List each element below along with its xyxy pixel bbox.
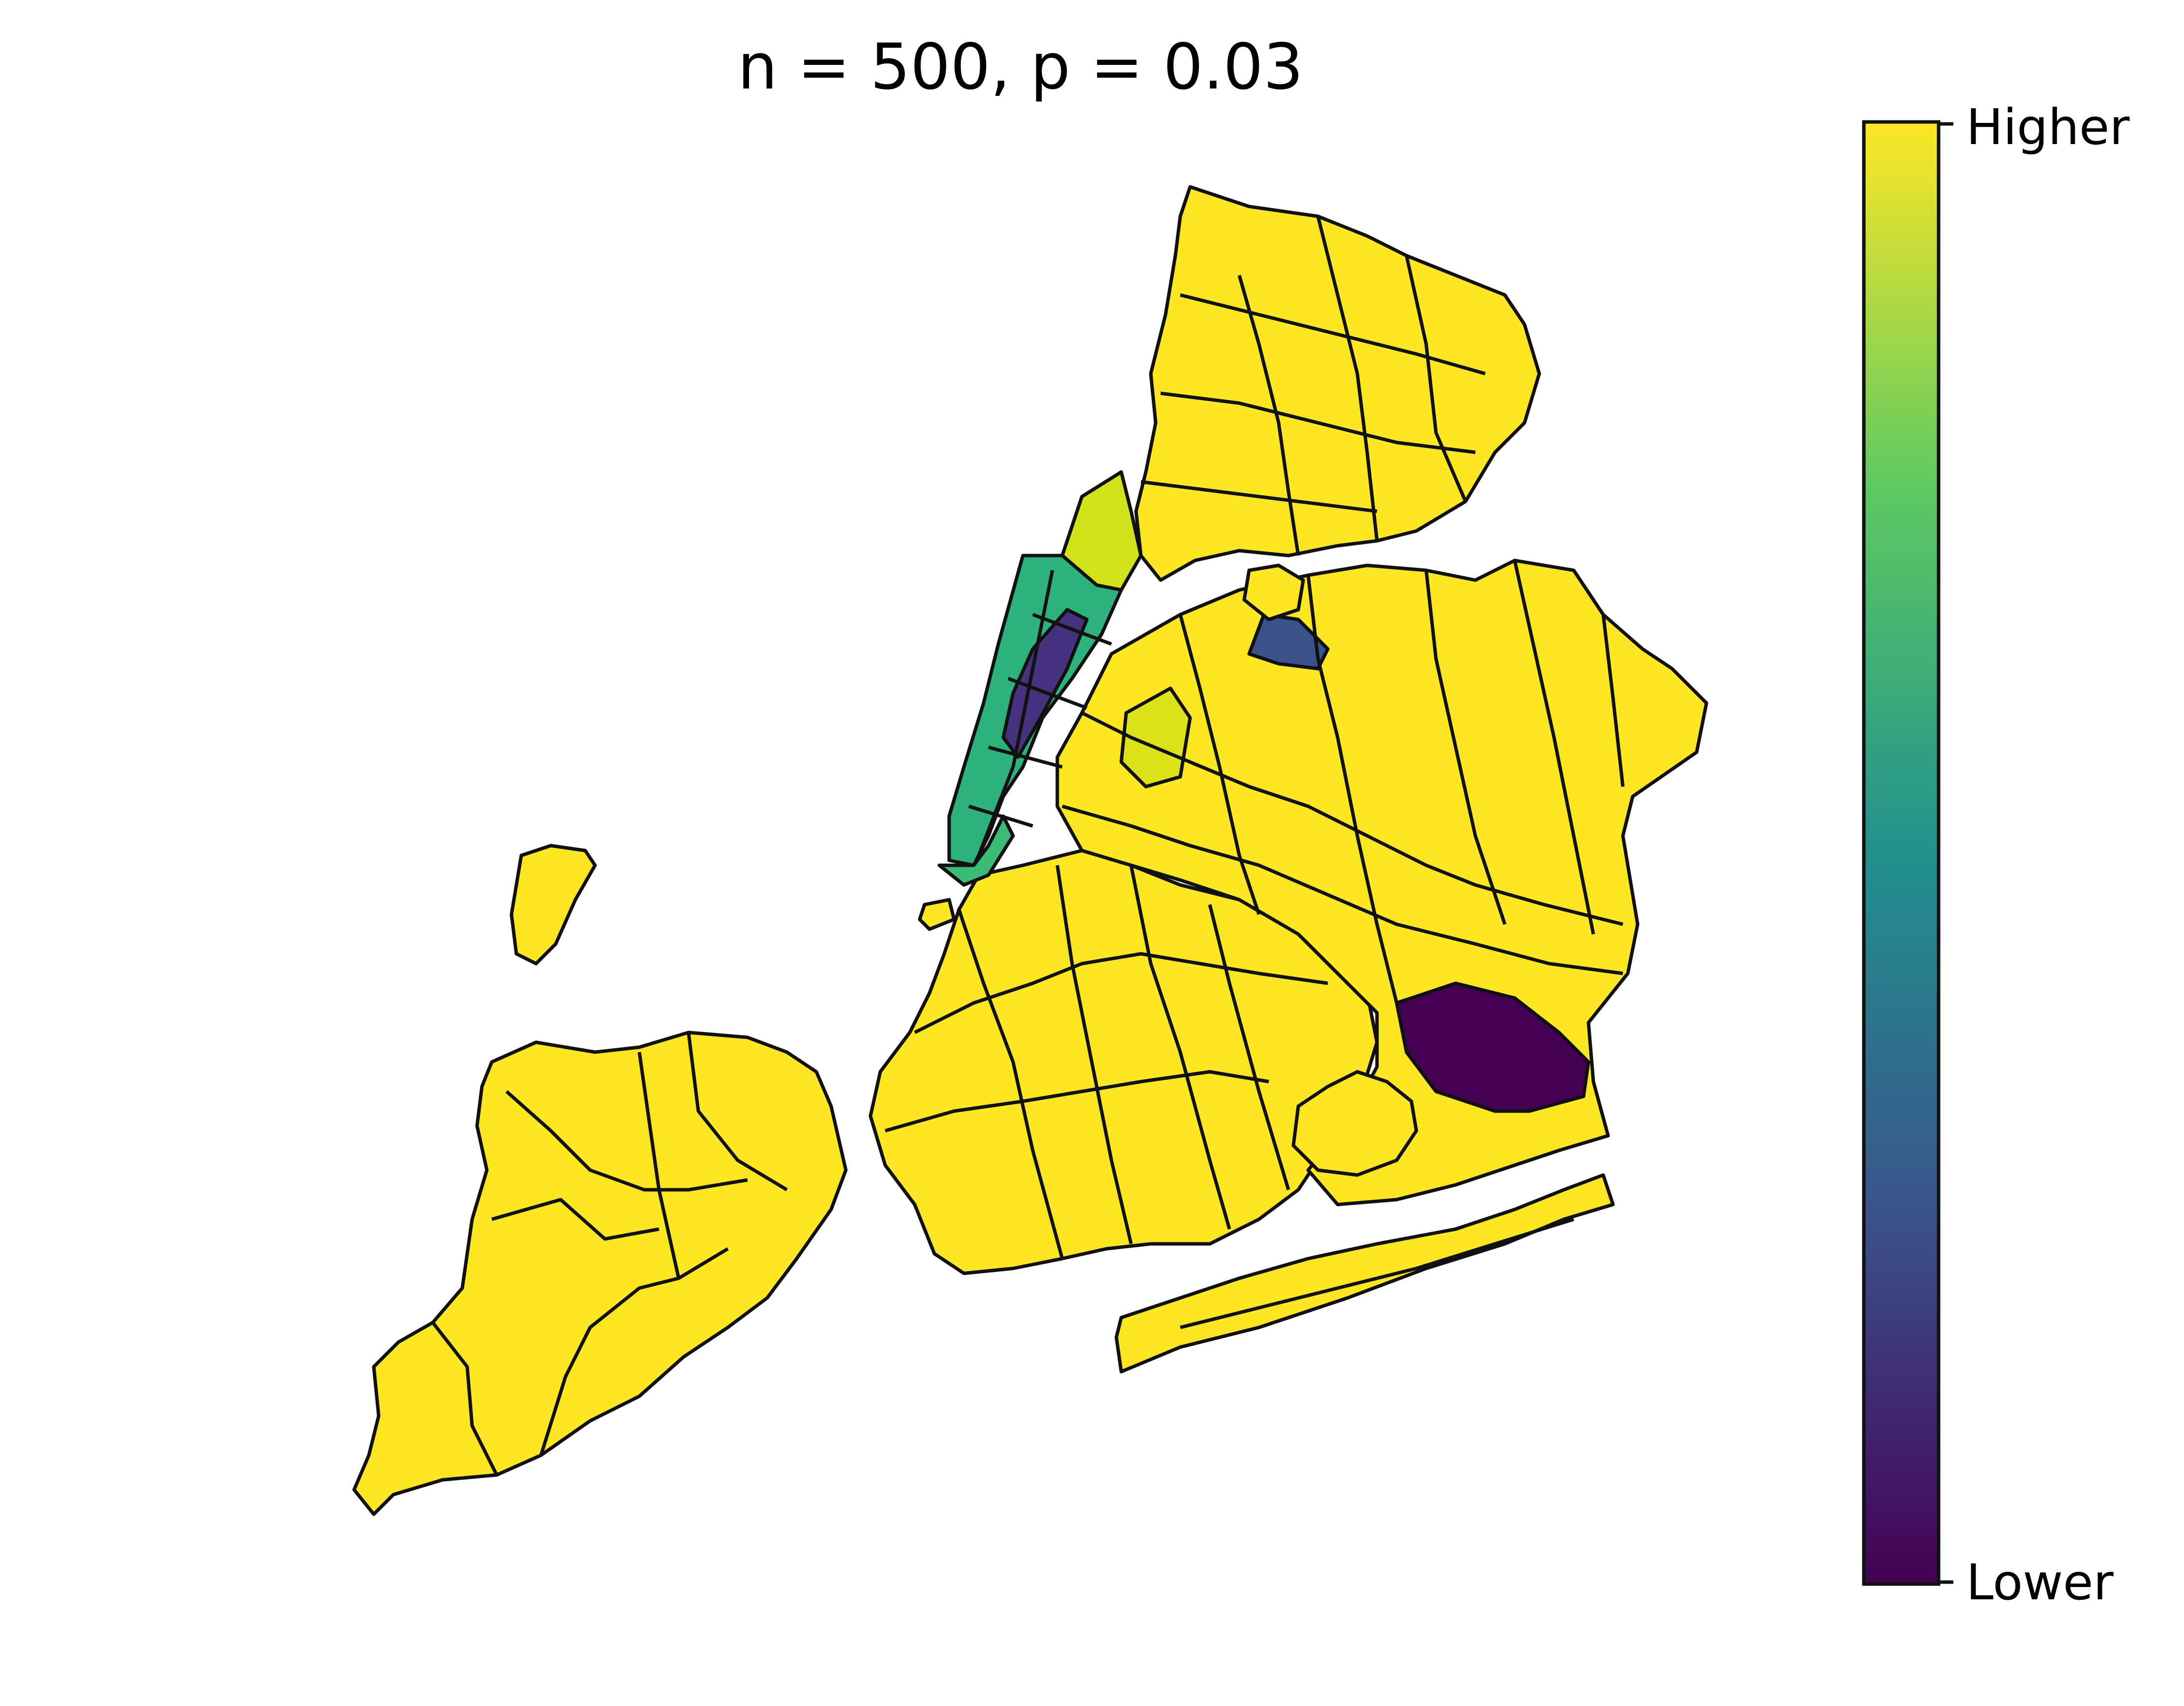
region-manhattan-lower xyxy=(937,814,1015,887)
colorbar-label-low: Lower xyxy=(1966,1554,2114,1611)
tract-borders xyxy=(431,216,1625,1476)
region-ellis-island xyxy=(509,844,597,966)
colorbar xyxy=(1862,120,1953,1586)
region-jfk-airport xyxy=(1395,981,1590,1113)
colorbar-gradient xyxy=(1862,120,1941,1586)
region-rockaway xyxy=(1114,1173,1615,1374)
region-randall-island xyxy=(1242,563,1305,621)
region-governors-island xyxy=(918,898,956,931)
region-staten-island xyxy=(352,1030,848,1516)
colorbar-label-high: Higher xyxy=(1966,98,2130,156)
region-jamaica-bay-islands xyxy=(1291,1070,1418,1177)
region-astoria-park-area xyxy=(1119,686,1192,789)
region-bronx xyxy=(1134,185,1541,582)
map-title: n = 500, p = 0.03 xyxy=(737,30,1304,104)
